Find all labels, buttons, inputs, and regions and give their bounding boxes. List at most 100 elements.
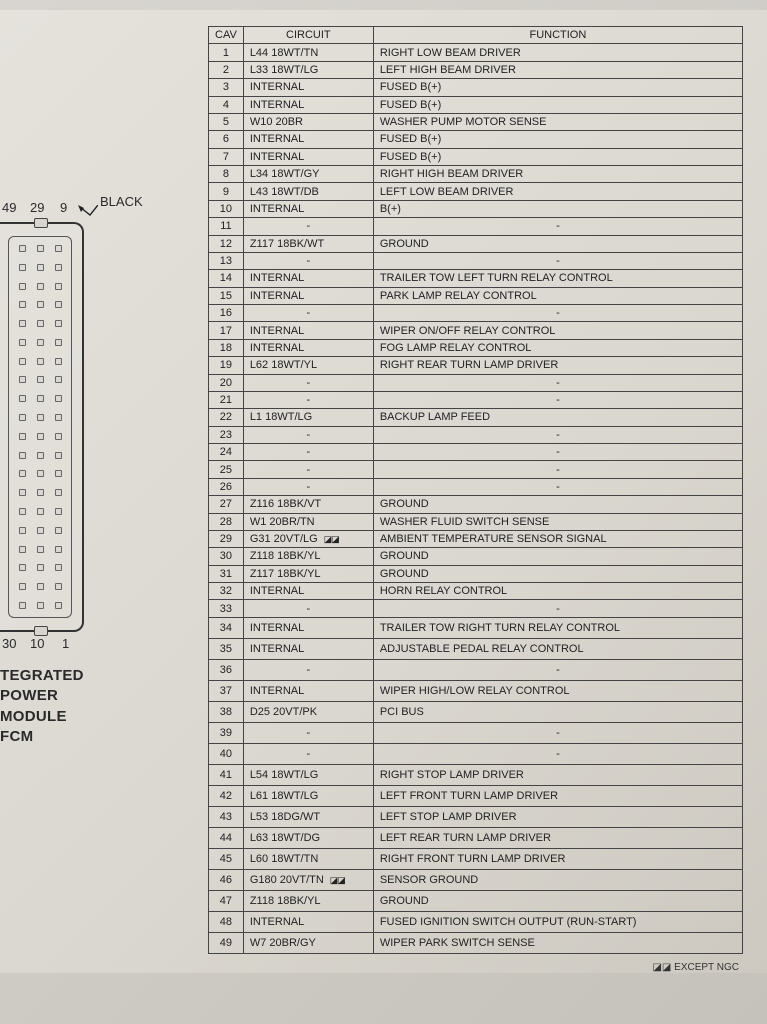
- cell-cav: 15: [209, 287, 244, 304]
- header-function: FUNCTION: [373, 27, 742, 44]
- pin-hole: [19, 358, 26, 365]
- footer-note: ◪◪ EXCEPT NGC: [0, 962, 739, 973]
- cell-function: WIPER HIGH/LOW RELAY CONTROL: [373, 680, 742, 701]
- pin-hole: [55, 583, 62, 590]
- cell-cav: 22: [209, 409, 244, 426]
- cell-circuit: INTERNAL: [243, 131, 373, 148]
- cell-cav: 41: [209, 764, 244, 785]
- title-line: POWER: [0, 686, 84, 706]
- cell-cav: 28: [209, 513, 244, 530]
- table-row: 4INTERNALFUSED B(+): [209, 96, 743, 113]
- cell-cav: 45: [209, 848, 244, 869]
- cell-function: GROUND: [373, 235, 742, 252]
- connector-notch-top: [34, 218, 48, 228]
- table-row: 20--: [209, 374, 743, 391]
- pin-column: [37, 245, 44, 609]
- pin-hole: [37, 564, 44, 571]
- table-row: 26--: [209, 478, 743, 495]
- pin-hole: [19, 414, 26, 421]
- cell-circuit: INTERNAL: [243, 617, 373, 638]
- cell-circuit: INTERNAL: [243, 911, 373, 932]
- cell-circuit: L63 18WT/DG: [243, 827, 373, 848]
- pin-hole: [55, 602, 62, 609]
- table-row: 21--: [209, 391, 743, 408]
- connector-pins: [8, 236, 72, 618]
- table-row: 19L62 18WT/YLRIGHT REAR TURN LAMP DRIVER: [209, 357, 743, 374]
- cell-cav: 46: [209, 869, 244, 890]
- title-line: FCM: [0, 727, 84, 747]
- cell-cav: 21: [209, 391, 244, 408]
- title-line: TEGRATED: [0, 666, 84, 686]
- pin-hole: [55, 264, 62, 271]
- table-row: 27Z116 18BK/VTGROUND: [209, 496, 743, 513]
- cell-function: WASHER FLUID SWITCH SENSE: [373, 513, 742, 530]
- table-row: 44L63 18WT/DGLEFT REAR TURN LAMP DRIVER: [209, 827, 743, 848]
- cell-cav: 37: [209, 680, 244, 701]
- pin-hole: [19, 376, 26, 383]
- cell-cav: 30: [209, 548, 244, 565]
- cell-cav: 44: [209, 827, 244, 848]
- cell-cav: 18: [209, 339, 244, 356]
- pin-hole: [19, 602, 26, 609]
- cell-circuit: W10 20BR: [243, 113, 373, 130]
- table-row: 32INTERNALHORN RELAY CONTROL: [209, 583, 743, 600]
- cell-cav: 14: [209, 270, 244, 287]
- cell-function: FUSED B(+): [373, 148, 742, 165]
- connector-notch-bottom: [34, 626, 48, 636]
- pin-column: [19, 245, 26, 609]
- pin-hole: [37, 301, 44, 308]
- cell-circuit: -: [243, 743, 373, 764]
- cell-function: -: [373, 659, 742, 680]
- pin-hole: [37, 602, 44, 609]
- cell-cav: 27: [209, 496, 244, 513]
- table-row: 29G31 20VT/LG◪◪AMBIENT TEMPERATURE SENSO…: [209, 530, 743, 547]
- cell-cav: 8: [209, 166, 244, 183]
- pin-hole: [37, 452, 44, 459]
- table-row: 31Z117 18BK/YLGROUND: [209, 565, 743, 582]
- cell-cav: 17: [209, 322, 244, 339]
- cell-cav: 48: [209, 911, 244, 932]
- table-row: 28W1 20BR/TNWASHER FLUID SWITCH SENSE: [209, 513, 743, 530]
- cell-function: GROUND: [373, 565, 742, 582]
- cell-function: PCI BUS: [373, 701, 742, 722]
- cell-function: RIGHT LOW BEAM DRIVER: [373, 44, 742, 61]
- pin-hole: [55, 470, 62, 477]
- cell-function: LEFT FRONT TURN LAMP DRIVER: [373, 785, 742, 806]
- cell-function: -: [373, 426, 742, 443]
- pin-hole: [19, 452, 26, 459]
- cell-cav: 31: [209, 565, 244, 582]
- table-row: 8L34 18WT/GYRIGHT HIGH BEAM DRIVER: [209, 166, 743, 183]
- cell-function: TRAILER TOW RIGHT TURN RELAY CONTROL: [373, 617, 742, 638]
- cell-circuit: -: [243, 391, 373, 408]
- cell-function: GROUND: [373, 496, 742, 513]
- table-row: 48INTERNALFUSED IGNITION SWITCH OUTPUT (…: [209, 911, 743, 932]
- cell-cav: 11: [209, 218, 244, 235]
- cell-cav: 24: [209, 444, 244, 461]
- connector-outline: [0, 222, 84, 632]
- cell-circuit: -: [243, 426, 373, 443]
- cell-circuit: INTERNAL: [243, 148, 373, 165]
- table-row: 7INTERNALFUSED B(+): [209, 148, 743, 165]
- pin-hole: [55, 508, 62, 515]
- table-row: 34INTERNALTRAILER TOW RIGHT TURN RELAY C…: [209, 617, 743, 638]
- table-row: 49W7 20BR/GYWIPER PARK SWITCH SENSE: [209, 932, 743, 953]
- pin-hole: [37, 320, 44, 327]
- cell-function: -: [373, 391, 742, 408]
- cell-cav: 6: [209, 131, 244, 148]
- cell-function: FUSED IGNITION SWITCH OUTPUT (RUN-START): [373, 911, 742, 932]
- pin-column: [55, 245, 62, 609]
- pin-label-9: 9: [60, 200, 67, 215]
- cell-cav: 42: [209, 785, 244, 806]
- pin-hole: [37, 583, 44, 590]
- table-row: 42L61 18WT/LGLEFT FRONT TURN LAMP DRIVER: [209, 785, 743, 806]
- cell-function: LEFT HIGH BEAM DRIVER: [373, 61, 742, 78]
- table-row: 39--: [209, 722, 743, 743]
- cell-circuit: -: [243, 218, 373, 235]
- cell-circuit: -: [243, 722, 373, 743]
- cell-cav: 4: [209, 96, 244, 113]
- cell-cav: 33: [209, 600, 244, 617]
- cell-function: WASHER PUMP MOTOR SENSE: [373, 113, 742, 130]
- connector-color-label: BLACK: [100, 194, 143, 209]
- cell-cav: 7: [209, 148, 244, 165]
- cell-circuit: -: [243, 478, 373, 495]
